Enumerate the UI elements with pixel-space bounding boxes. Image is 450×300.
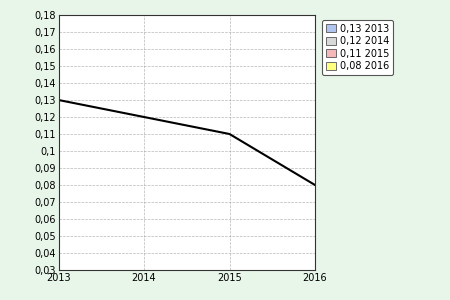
Legend: 0,13 2013, 0,12 2014, 0,11 2015, 0,08 2016: 0,13 2013, 0,12 2014, 0,11 2015, 0,08 20… — [323, 20, 393, 75]
